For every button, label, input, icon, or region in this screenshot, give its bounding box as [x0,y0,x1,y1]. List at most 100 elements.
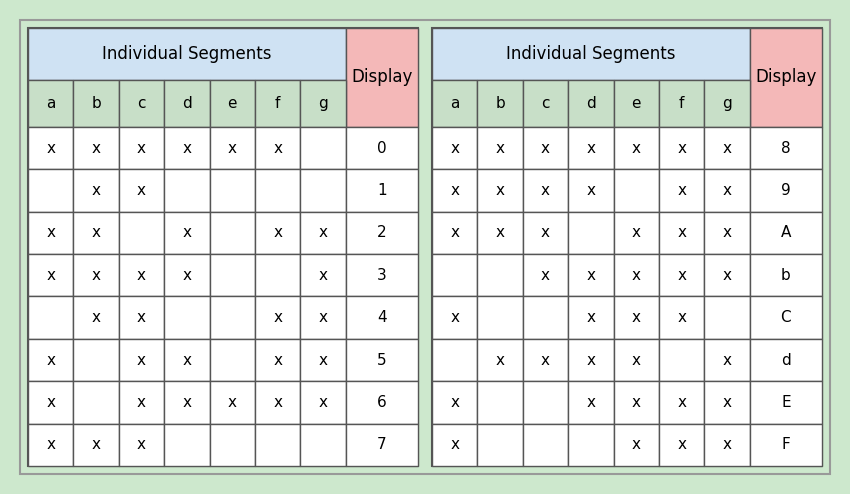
Text: b: b [781,268,790,283]
Bar [255,212,300,254]
Bar [432,169,478,212]
Bar [478,127,523,169]
Bar [659,212,705,254]
Bar [568,424,614,466]
Bar [28,212,73,254]
Text: x: x [722,225,732,241]
Text: F: F [781,437,790,453]
Text: e: e [228,96,237,111]
Bar [28,80,73,127]
Text: x: x [586,141,595,156]
Bar [28,296,73,339]
Bar [659,296,705,339]
Text: 9: 9 [781,183,790,198]
Text: x: x [46,437,55,453]
Text: x: x [677,310,686,325]
Text: x: x [46,268,55,283]
Bar [750,169,822,212]
Bar [568,381,614,424]
Bar [119,254,164,296]
Text: x: x [319,268,327,283]
Text: x: x [496,353,505,368]
Bar [432,381,478,424]
Bar [750,254,822,296]
Text: d: d [781,353,790,368]
Text: 1: 1 [377,183,387,198]
Text: d: d [182,96,192,111]
Bar [28,254,73,296]
Text: x: x [541,225,550,241]
Text: c: c [541,96,550,111]
Text: x: x [722,141,732,156]
Text: 4: 4 [377,310,387,325]
Text: 6: 6 [377,395,387,410]
Bar [750,127,822,169]
Bar [119,339,164,381]
Bar [28,424,73,466]
Bar [210,339,255,381]
Bar [523,127,568,169]
Bar [568,212,614,254]
Bar [210,296,255,339]
Text: Individual Segments: Individual Segments [506,45,676,63]
Bar [523,424,568,466]
Text: 8: 8 [781,141,790,156]
Bar [346,381,418,424]
Bar [164,381,210,424]
Bar [478,424,523,466]
Bar [432,127,478,169]
Text: x: x [92,141,100,156]
Bar [523,254,568,296]
Bar [346,28,418,127]
Bar [478,212,523,254]
Text: x: x [46,141,55,156]
Text: x: x [46,225,55,241]
Bar [300,424,346,466]
Text: x: x [722,395,732,410]
Bar [210,424,255,466]
Bar [523,339,568,381]
Bar [659,254,705,296]
Bar [300,339,346,381]
Bar [750,339,822,381]
Bar [750,424,822,466]
Bar [300,127,346,169]
Text: A: A [781,225,791,241]
Bar [523,212,568,254]
Bar [568,169,614,212]
Bar [478,339,523,381]
Bar [750,381,822,424]
Text: x: x [496,183,505,198]
Text: x: x [677,141,686,156]
Bar [705,254,750,296]
Bar [614,424,659,466]
Bar [705,169,750,212]
Bar [300,212,346,254]
Text: x: x [183,353,191,368]
Bar [705,212,750,254]
Bar [478,254,523,296]
Text: Display: Display [756,69,817,86]
Text: x: x [92,268,100,283]
Text: x: x [586,353,595,368]
Text: a: a [450,96,459,111]
Bar [164,212,210,254]
Bar [210,80,255,127]
Bar [119,80,164,127]
Text: x: x [92,183,100,198]
Text: x: x [450,141,459,156]
Bar [73,296,119,339]
Bar [432,254,478,296]
Bar [210,381,255,424]
Bar [478,80,523,127]
Bar [568,80,614,127]
Bar [659,339,705,381]
Bar [568,127,614,169]
Bar [119,424,164,466]
Bar [28,169,73,212]
Text: x: x [450,225,459,241]
Text: x: x [228,141,237,156]
Bar [28,28,346,80]
Text: f: f [275,96,281,111]
Text: x: x [632,437,641,453]
